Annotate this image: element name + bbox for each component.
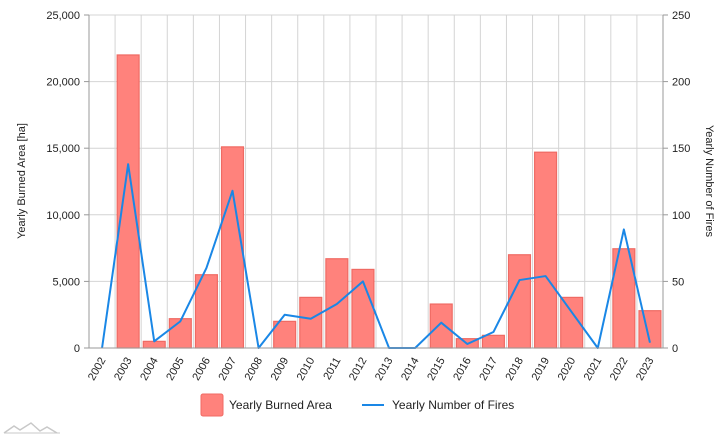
x-tick-label-2016: 2016	[451, 356, 474, 383]
x-tick-label-2014: 2014	[399, 356, 422, 383]
x-tick-label-2010: 2010	[295, 356, 318, 383]
bar-2019[interactable]	[534, 151, 558, 349]
x-tick-label-2007: 2007	[216, 356, 239, 383]
left-axis-ticks: 0 5,000 10,000 15,000 20,000 25,000	[46, 10, 80, 355]
y2-tick-label: 200	[672, 77, 690, 89]
y-tick-label: 10,000	[46, 210, 80, 222]
x-tick-label-2006: 2006	[190, 356, 213, 383]
legend-item-number-of-fires[interactable]: Yearly Number of Fires	[362, 398, 514, 412]
fires-line[interactable]	[101, 163, 651, 349]
y-tick-label: 0	[74, 343, 80, 355]
legend: Yearly Burned Area Yearly Number of Fire…	[200, 393, 514, 417]
x-tick-label-2008: 2008	[243, 356, 266, 383]
bar-2010[interactable]	[299, 296, 323, 349]
y2-tick-label: 150	[672, 143, 690, 155]
x-tick-label-2020: 2020	[556, 356, 579, 383]
x-tick-label-2009: 2009	[269, 356, 292, 383]
x-tick-label-2005: 2005	[164, 356, 187, 383]
y2-axis-title: Yearly Number of Fires	[703, 125, 715, 238]
bars-series	[116, 54, 662, 349]
y-tick-label: 25,000	[46, 10, 80, 22]
axes	[84, 14, 668, 349]
y-axis-title: Yearly Burned Area [ha]	[16, 123, 28, 239]
x-tick-label-2013: 2013	[373, 356, 396, 383]
line-series	[101, 163, 651, 349]
y2-tick-label: 0	[672, 343, 678, 355]
bar-2017[interactable]	[481, 334, 505, 349]
x-tick-label-2015: 2015	[425, 356, 448, 383]
x-tick-label-2004: 2004	[138, 356, 161, 383]
bar-2005[interactable]	[168, 318, 192, 349]
legend-swatch-bar	[200, 393, 224, 417]
y-tick-label: 5,000	[52, 276, 80, 288]
y2-tick-label: 250	[672, 10, 690, 22]
x-tick-label-2023: 2023	[634, 356, 657, 383]
x-tick-label-2019: 2019	[530, 356, 553, 383]
y-tick-label: 20,000	[46, 77, 80, 89]
legend-label-number-of-fires: Yearly Number of Fires	[392, 398, 514, 412]
bar-2003[interactable]	[116, 54, 140, 349]
x-tick-label-2018: 2018	[503, 356, 526, 383]
bar-2007[interactable]	[220, 146, 245, 349]
legend-item-burned-area[interactable]: Yearly Burned Area	[200, 393, 332, 417]
x-tick-label-2002: 2002	[86, 356, 109, 383]
mountain-logo-icon	[3, 422, 60, 434]
bar-2018[interactable]	[507, 254, 532, 349]
x-tick-label-2022: 2022	[608, 356, 631, 383]
legend-label-burned-area: Yearly Burned Area	[229, 398, 332, 412]
x-tick-label-2021: 2021	[582, 356, 605, 383]
right-axis-ticks: 0 50 100 150 200 250	[672, 10, 690, 355]
y2-tick-label: 100	[672, 210, 690, 222]
x-tick-label-2003: 2003	[112, 356, 135, 383]
x-tick-label-2017: 2017	[477, 356, 500, 383]
y2-tick-label: 50	[672, 276, 684, 288]
bar-2015[interactable]	[429, 303, 453, 349]
x-tick-label-2011: 2011	[321, 356, 343, 382]
x-axis-ticks: 2002 2003 2004 2005 2006 2007 2008 2009 2010 2011…	[86, 356, 657, 383]
y-tick-label: 15,000	[46, 143, 80, 155]
x-tick-label-2012: 2012	[347, 356, 370, 383]
